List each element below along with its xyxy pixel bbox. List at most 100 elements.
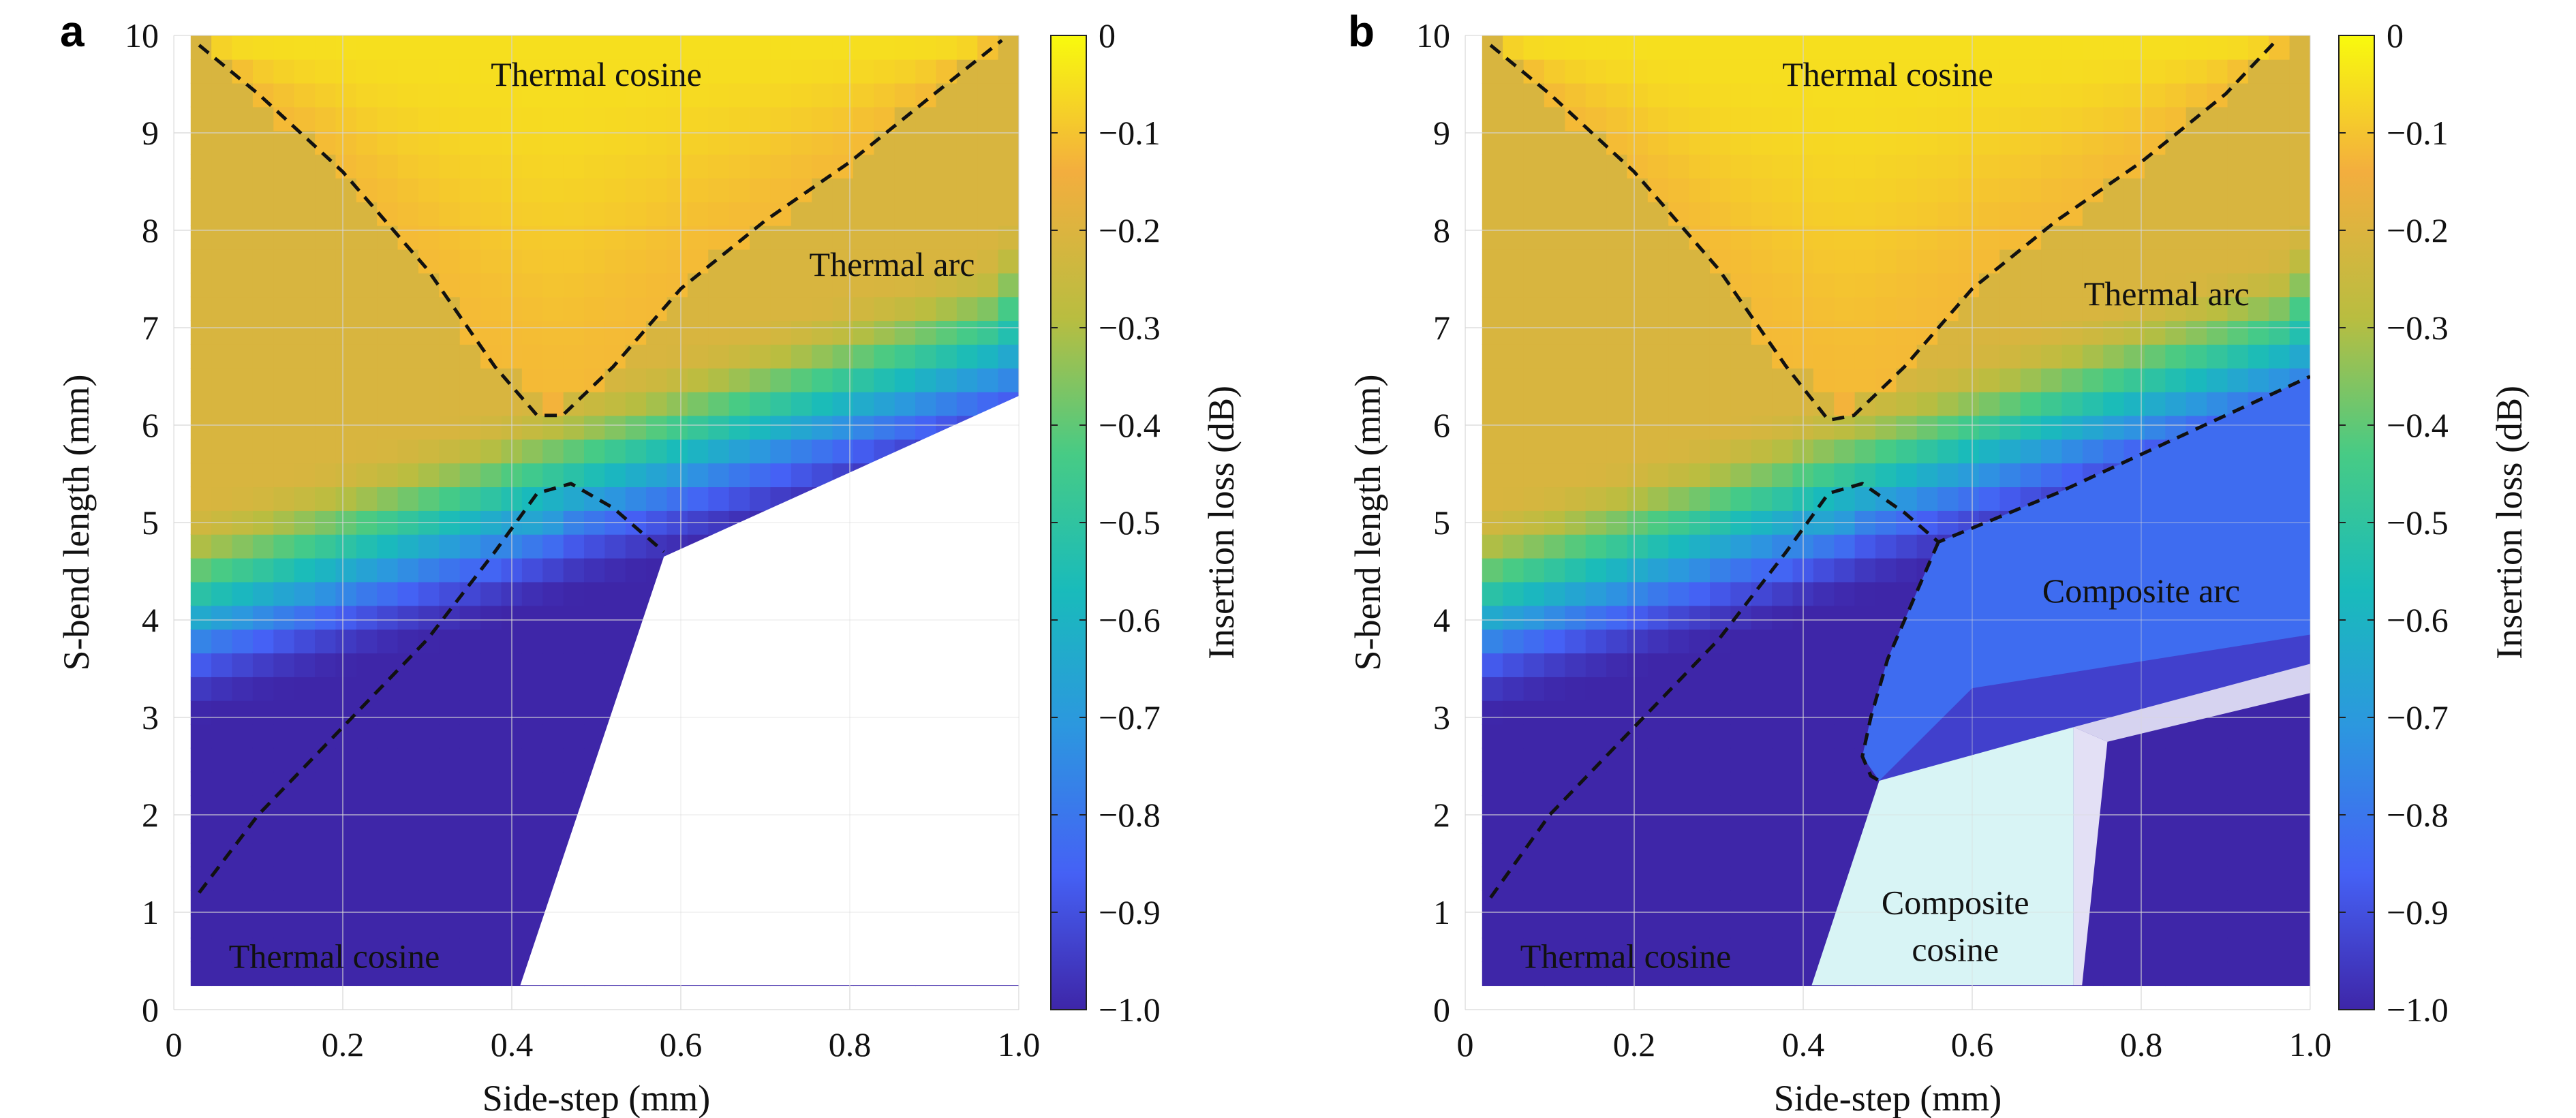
- heatmap-cell: [1834, 795, 1856, 820]
- heatmap-cell: [1813, 747, 1835, 773]
- heatmap-cell: [459, 605, 481, 630]
- heatmap-cell: [1503, 700, 1524, 725]
- heatmap-cell: [956, 249, 979, 274]
- heatmap-cell: [418, 819, 440, 843]
- heatmap-cell: [1668, 653, 1690, 677]
- heatmap-cell: [335, 367, 357, 392]
- heatmap-cell: [1544, 391, 1566, 416]
- heatmap-cell: [2144, 415, 2166, 440]
- heatmap-cell: [1606, 914, 1628, 939]
- heatmap-cell: [459, 35, 481, 60]
- heatmap-cell: [1482, 344, 1503, 369]
- heatmap-cell: [335, 866, 357, 891]
- heatmap-cell: [1916, 296, 1938, 322]
- heatmap-cell: [1896, 439, 1918, 464]
- heatmap-cell: [335, 533, 357, 559]
- heatmap-cell: [252, 106, 275, 131]
- heatmap-cell: [273, 724, 295, 749]
- heatmap-cell: [397, 795, 419, 820]
- heatmap-cell: [1523, 866, 1545, 891]
- heatmap-cell: [1916, 35, 1938, 60]
- heatmap-cell: [418, 486, 440, 511]
- heatmap-cell: [1503, 178, 1524, 202]
- heatmap-cell: [1503, 415, 1524, 440]
- heatmap-cell: [1565, 700, 1586, 725]
- heatmap-cell: [894, 296, 916, 322]
- x-tick-label: 1.0: [2289, 1025, 2332, 1063]
- heatmap-cell: [977, 273, 999, 298]
- heatmap-cell: [294, 914, 316, 939]
- heatmap-cell: [542, 653, 564, 677]
- heatmap-cell: [998, 273, 1019, 298]
- heatmap-cell: [915, 178, 937, 202]
- y-tick-label: 8: [142, 211, 159, 249]
- heatmap-cell: [2227, 296, 2249, 322]
- heatmap-cell: [2165, 296, 2187, 322]
- heatmap-cell: [604, 249, 626, 274]
- heatmap-cell: [1751, 937, 1773, 963]
- heatmap-cell: [1813, 890, 1835, 915]
- heatmap-cell: [1565, 296, 1586, 322]
- heatmap-cell: [2144, 961, 2166, 987]
- heatmap-cell: [377, 225, 399, 250]
- heatmap-cell: [1647, 296, 1670, 322]
- heatmap-cell: [791, 273, 812, 298]
- heatmap-cell: [252, 914, 275, 939]
- heatmap-cell: [1834, 154, 1856, 178]
- heatmap-cell: [666, 367, 688, 392]
- heatmap-cell: [2020, 415, 2042, 440]
- heatmap-cell: [1999, 201, 2021, 226]
- heatmap-cell: [273, 367, 295, 392]
- heatmap-cell: [625, 439, 647, 464]
- heatmap-cell: [2165, 391, 2187, 416]
- heatmap-cell: [915, 35, 937, 60]
- heatmap-cell: [356, 439, 378, 464]
- heatmap-cell: [1544, 700, 1566, 725]
- heatmap-cell: [1730, 653, 1752, 677]
- heatmap-cell: [1730, 59, 1752, 84]
- heatmap-cell: [1896, 35, 1918, 60]
- heatmap-cell: [1999, 35, 2021, 60]
- heatmap-cell: [1523, 677, 1545, 701]
- heatmap-cell: [252, 249, 275, 274]
- heatmap-cell: [1627, 819, 1649, 843]
- heatmap-cell: [2186, 296, 2207, 322]
- heatmap-cell: [1730, 201, 1752, 226]
- heatmap-cell: [211, 581, 233, 606]
- heatmap-cell: [542, 724, 564, 749]
- heatmap-cell: [1813, 866, 1835, 891]
- heatmap-cell: [998, 154, 1019, 178]
- heatmap-cell: [397, 59, 419, 84]
- heatmap-cell: [542, 59, 564, 84]
- heatmap-cell: [315, 35, 337, 60]
- heatmap-cell: [211, 677, 233, 701]
- heatmap-cell: [439, 82, 461, 108]
- heatmap-cell: [211, 605, 233, 630]
- heatmap-cell: [1585, 771, 1607, 796]
- heatmap-cell: [1503, 486, 1524, 511]
- panel-a-label: a: [60, 7, 85, 56]
- heatmap-cell: [1647, 866, 1670, 891]
- heatmap-cell: [211, 344, 233, 369]
- heatmap-cell: [1503, 937, 1524, 963]
- heatmap-cell: [377, 59, 399, 84]
- heatmap-cell: [2144, 59, 2166, 84]
- heatmap-cell: [1544, 724, 1566, 749]
- heatmap-cell: [625, 59, 647, 84]
- heatmap-cell: [646, 178, 668, 202]
- heatmap-cell: [874, 249, 895, 274]
- heatmap-cell: [2123, 391, 2145, 416]
- heatmap-cell: [1482, 463, 1503, 488]
- heatmap-cell: [998, 178, 1019, 202]
- heatmap-cell: [252, 391, 275, 416]
- panel-b-masks: [1465, 35, 2310, 1010]
- heatmap-cell: [729, 320, 750, 345]
- heatmap-cell: [1565, 653, 1586, 677]
- heatmap-cell: [2186, 747, 2207, 773]
- region-label: Thermal cosine: [491, 55, 702, 93]
- heatmap-cell: [1999, 106, 2021, 131]
- heatmap-cell: [1544, 415, 1566, 440]
- heatmap-cell: [2061, 249, 2083, 274]
- heatmap-cell: [1647, 819, 1670, 843]
- heatmap-cell: [439, 914, 461, 939]
